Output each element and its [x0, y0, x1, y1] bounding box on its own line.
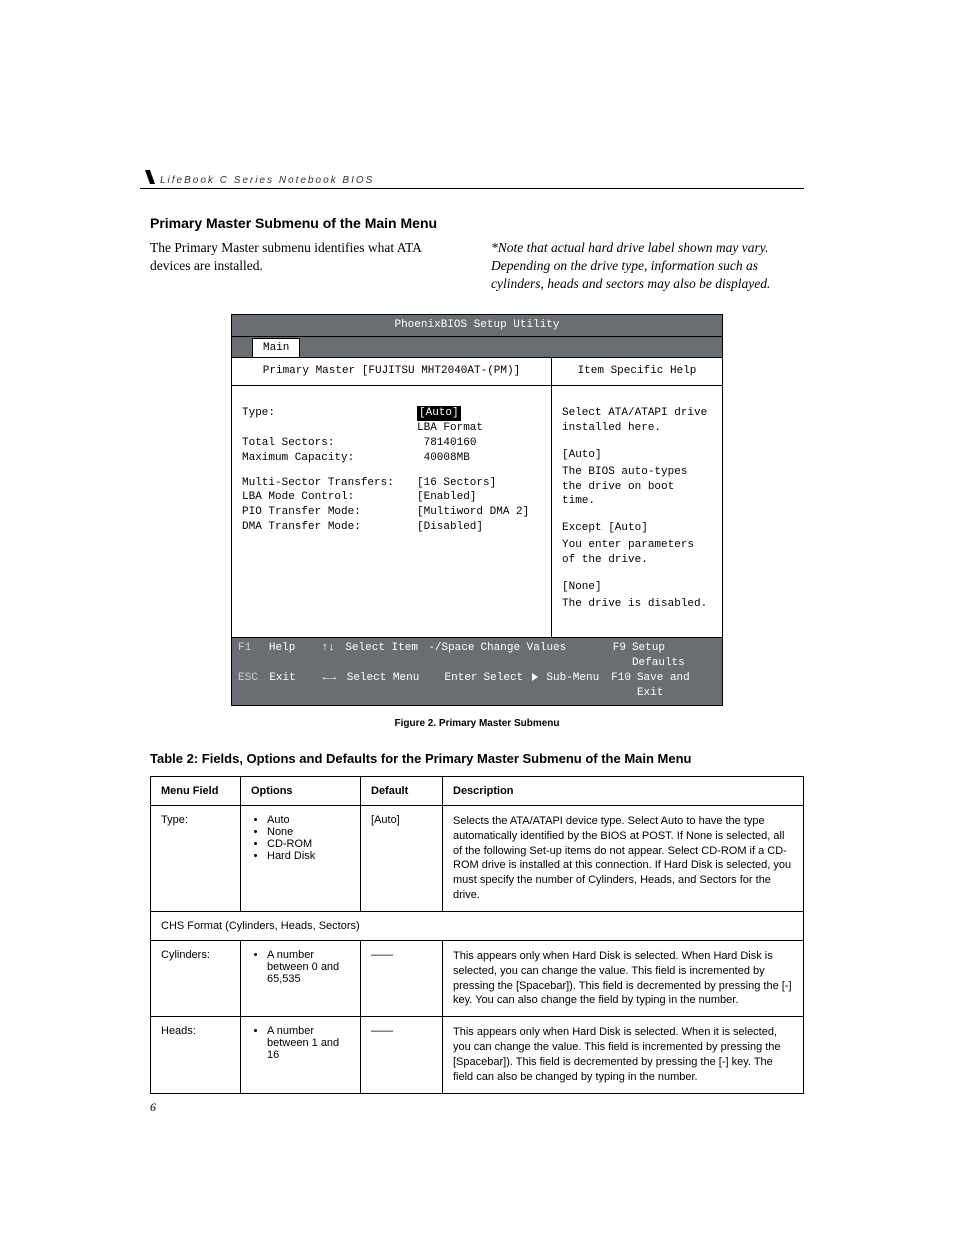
section-title: Primary Master Submenu of the Main Menu [150, 215, 804, 231]
bios-body: Primary Master [FUJITSU MHT2040AT-(PM)] … [232, 358, 722, 637]
footer-change-values: Change Values [480, 641, 598, 671]
bios-tabs: Main [232, 337, 722, 359]
bios-lba-label: LBA Mode Control: [242, 490, 417, 505]
bios-footer: F1 Help ↑↓ Select Item -/Space Change Va… [232, 637, 722, 704]
footer-exit: Exit [269, 671, 322, 701]
footer-select-item: Select Item [345, 641, 425, 671]
options-table: Menu Field Options Default Description T… [150, 776, 804, 1094]
figure-caption: Figure 2. Primary Master Submenu [150, 718, 804, 729]
option-item: CD-ROM [267, 838, 350, 850]
running-head: LifeBook C Series Notebook BIOS [160, 175, 804, 186]
bios-type-value[interactable]: [Auto] [417, 406, 461, 421]
bios-help-line: Select ATA/ATAPI drive installed here. [562, 406, 712, 436]
header-rule [140, 188, 804, 189]
bios-mst-value[interactable]: [16 Sectors] [417, 476, 496, 491]
bios-left-panel: Primary Master [FUJITSU MHT2040AT-(PM)] … [232, 358, 552, 637]
bios-pio-label: PIO Transfer Mode: [242, 505, 417, 520]
footer-select-menu: Select Menu [347, 671, 428, 701]
intro-text: The Primary Master submenu identifies wh… [150, 239, 463, 294]
table-row: Heads: A number between 1 and 16 ——This ap… [151, 1017, 804, 1093]
table-row: Type:AutoNoneCD-ROMHard Disk[Auto]Select… [151, 805, 804, 911]
cell-field: Cylinders: [151, 940, 241, 1016]
bios-max-capacity-value: 40008MB [417, 451, 470, 466]
bios-dma-value[interactable]: [Disabled] [417, 520, 483, 535]
footer-setup-defaults: Setup Defaults [632, 641, 716, 671]
bios-mst-label: Multi-Sector Transfers: [242, 476, 417, 491]
bios-help-title: Item Specific Help [552, 358, 722, 386]
table-row: Cylinders: A number between 0 and 65,535 —… [151, 940, 804, 1016]
table-span-row: CHS Format (Cylinders, Heads, Sectors) [151, 911, 804, 940]
bios-left-content: Type: [Auto] LBA Format Total Sectors: 7… [232, 386, 551, 606]
bios-lba-value[interactable]: [Enabled] [417, 490, 476, 505]
bios-help-line: You enter parameters of the drive. [562, 538, 712, 568]
footer-key-f9: F9 [599, 641, 632, 671]
bios-left-title: Primary Master [FUJITSU MHT2040AT-(PM)] [232, 358, 551, 386]
footer-key-space: -/Space [425, 641, 480, 671]
footer-save-exit: Save and Exit [637, 671, 716, 701]
bios-total-sectors-label: Total Sectors: [242, 436, 417, 451]
th-description: Description [443, 776, 804, 805]
bios-window: PhoenixBIOS Setup Utility Main Primary M… [231, 314, 723, 706]
bios-help-line: The drive is disabled. [562, 597, 712, 612]
page-number: 6 [150, 1100, 804, 1115]
option-item: None [267, 826, 350, 838]
cell-description: This appears only when Hard Disk is sele… [443, 940, 804, 1016]
cell-options: A number between 1 and 16 [241, 1017, 361, 1093]
option-item: A number between 0 and 65,535 [267, 949, 350, 985]
cell-description: This appears only when Hard Disk is sele… [443, 1017, 804, 1093]
option-item: Hard Disk [267, 850, 350, 862]
bios-help-line: The BIOS auto-types the drive on boot ti… [562, 465, 712, 510]
bios-help-line: Except [Auto] [562, 521, 712, 536]
th-options: Options [241, 776, 361, 805]
triangle-right-icon [532, 673, 538, 681]
page-header: LifeBook C Series Notebook BIOS [150, 175, 804, 189]
cell-options: A number between 0 and 65,535 [241, 940, 361, 1016]
bios-type-label: Type: [242, 406, 417, 421]
bios-help-panel: Item Specific Help Select ATA/ATAPI driv… [552, 358, 722, 637]
footer-key-f10: F10 [603, 671, 637, 701]
bios-titlebar: PhoenixBIOS Setup Utility [232, 315, 722, 337]
cell-default: [Auto] [361, 805, 443, 911]
bios-pio-value[interactable]: [Multiword DMA 2] [417, 505, 529, 520]
footer-key-f1: F1 [238, 641, 269, 671]
cell-default: —— [361, 940, 443, 1016]
cell-default: —— [361, 1017, 443, 1093]
bios-tab-main[interactable]: Main [252, 338, 300, 358]
option-item: A number between 1 and 16 [267, 1025, 350, 1061]
cell-description: Selects the ATA/ATAPI device type. Selec… [443, 805, 804, 911]
table-row: CHS Format (Cylinders, Heads, Sectors) [151, 911, 804, 940]
cell-field: Type: [151, 805, 241, 911]
bios-max-capacity-label: Maximum Capacity: [242, 451, 417, 466]
footer-updown-icon: ↑↓ [322, 641, 346, 671]
bios-total-sectors-value: 78140160 [417, 436, 476, 451]
th-default: Default [361, 776, 443, 805]
bios-help-content: Select ATA/ATAPI drive installed here. [… [552, 386, 722, 637]
intro-note: *Note that actual hard drive label shown… [491, 239, 804, 294]
cell-field: Heads: [151, 1017, 241, 1093]
header-arrow-icon [144, 169, 156, 185]
footer-key-esc: ESC [238, 671, 269, 701]
table-caption: Table 2: Fields, Options and Defaults fo… [150, 751, 804, 766]
option-item: Auto [267, 814, 350, 826]
footer-help: Help [269, 641, 322, 671]
footer-leftright-icon: ←→ [323, 671, 347, 701]
intro-columns: The Primary Master submenu identifies wh… [150, 239, 804, 294]
footer-select-sub: Select Sub-Menu [484, 671, 604, 701]
cell-options: AutoNoneCD-ROMHard Disk [241, 805, 361, 911]
bios-dma-label: DMA Transfer Mode: [242, 520, 417, 535]
bios-help-line: [Auto] [562, 448, 712, 463]
th-menu-field: Menu Field [151, 776, 241, 805]
footer-key-enter: Enter [428, 671, 484, 701]
bios-lba-format: LBA Format [417, 421, 483, 436]
bios-help-line: [None] [562, 580, 712, 595]
